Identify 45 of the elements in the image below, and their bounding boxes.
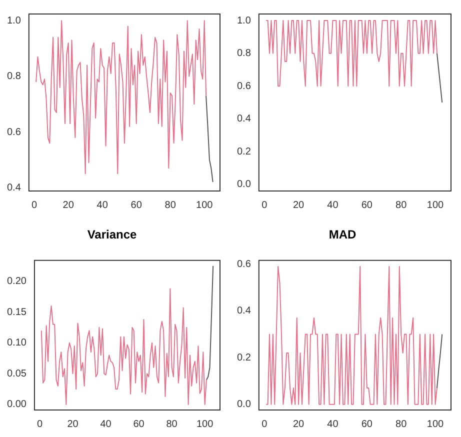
x-tick-label: 20 <box>67 418 79 430</box>
x-tick-label: 100 <box>426 200 444 211</box>
y-tick-label: 0.05 <box>6 368 27 380</box>
y-tick-label: 0.6 <box>236 258 252 270</box>
x-tick-label: 40 <box>327 418 339 430</box>
x-tick-label: 0 <box>32 200 38 211</box>
y-tick-label: 0.0 <box>236 399 252 410</box>
x-tick-label: 20 <box>62 200 74 211</box>
x-tick-label: 20 <box>292 418 305 430</box>
y-tick-label: 0.10 <box>6 338 27 349</box>
x-tick-label: 80 <box>396 418 408 430</box>
x-tick-label: 100 <box>196 200 214 211</box>
x-tick-label: 80 <box>396 200 408 211</box>
x-tick-label: 40 <box>327 200 339 211</box>
x-tick-label: 60 <box>130 200 142 211</box>
x-tick-label: 100 <box>196 418 214 430</box>
y-tick-label: 0.8 <box>6 71 22 82</box>
y-tick-label: 0.4 <box>6 182 22 194</box>
y-tick-label: 0.6 <box>6 126 22 138</box>
y-tick-label: 0.00 <box>6 399 27 410</box>
x-tick-label: 20 <box>292 200 305 211</box>
y-tick-label: 0.2 <box>236 352 252 364</box>
x-tick-label: 0 <box>262 418 268 430</box>
y-tick-label: 0.4 <box>236 114 252 125</box>
x-tick-label: 40 <box>96 200 108 211</box>
y-tick-label: 0.0 <box>236 179 252 190</box>
x-tick-label: 60 <box>133 418 145 430</box>
x-tick-label: 40 <box>100 418 112 430</box>
y-tick-label: 0.2 <box>236 146 252 158</box>
y-tick-label: 1.0 <box>6 15 22 26</box>
y-tick-label: 0.6 <box>236 80 252 92</box>
x-tick-label: 0 <box>262 200 268 211</box>
chart-title: MAD <box>328 228 356 242</box>
y-tick-label: 0.4 <box>236 306 252 317</box>
x-tick-label: 60 <box>361 200 373 211</box>
y-tick-label: 0.8 <box>236 48 252 60</box>
chart-title: Variance <box>87 228 138 242</box>
x-tick-label: 80 <box>164 200 176 211</box>
x-tick-label: 0 <box>36 418 43 430</box>
y-tick-label: 0.20 <box>6 276 27 288</box>
y-tick-label: 0.15 <box>6 306 27 318</box>
x-tick-label: 60 <box>361 418 373 430</box>
x-tick-label: 80 <box>166 418 178 430</box>
x-tick-label: 100 <box>426 418 444 430</box>
y-tick-label: 1.0 <box>236 15 252 26</box>
